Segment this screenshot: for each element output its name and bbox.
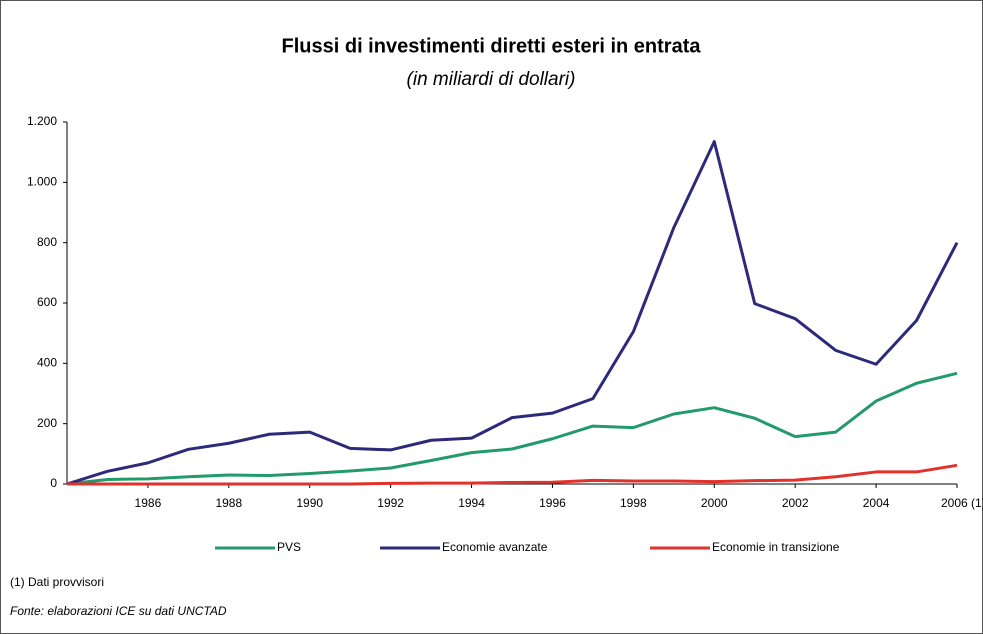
chart-title: Flussi di investimenti diretti esteri in… [282,35,702,57]
y-tick-label: 800 [37,235,57,249]
y-tick-label: 1.200 [27,114,57,128]
y-tick-label: 0 [50,476,57,490]
x-tick-label: 1990 [296,496,323,510]
y-tick-label: 600 [37,295,57,309]
legend-label: Economie in transizione [712,540,840,554]
x-tick-label: 1998 [620,496,647,510]
x-tick-label: 1992 [377,496,404,510]
data-line [66,140,959,486]
x-tick-label: 2006 (1) [941,496,983,510]
x-tick-label: 1996 [539,496,566,510]
x-tick-label: 2004 [863,496,890,510]
data-line [66,371,958,486]
x-tick-label: 1986 [135,496,162,510]
x-tick-label: 1988 [215,496,242,510]
legend-label: PVS [277,540,301,554]
x-tick-label: 2002 [782,496,809,510]
footnote: (1) Dati provvisori [10,575,104,589]
y-tick-label: 200 [37,416,57,430]
y-tick-label: 400 [37,356,57,370]
legend-label: Economie avanzate [442,540,548,554]
x-tick-label: 1994 [458,496,485,510]
x-tick-label: 2000 [701,496,728,510]
chart-subtitle: (in miliardi di dollari) [407,69,576,90]
y-tick-label: 1.000 [27,175,57,189]
data-line [67,463,958,486]
source-note: Fonte: elaborazioni ICE su dati UNCTAD [10,604,227,618]
